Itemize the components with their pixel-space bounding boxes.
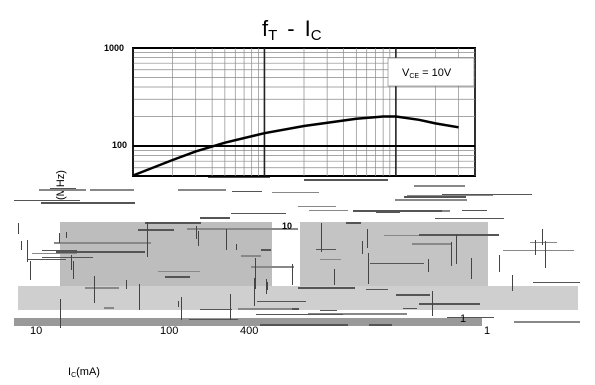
x-tick-label: 10 — [282, 221, 292, 231]
y-tick-label: 1000 — [104, 43, 124, 53]
plot-area — [132, 47, 476, 177]
data-series-line — [132, 115, 459, 177]
chart-title: fT - IC — [262, 16, 322, 44]
x-label-c: C — [71, 372, 76, 379]
title-dash: - — [287, 16, 294, 41]
legend-box — [387, 57, 475, 87]
glitch-region — [14, 177, 580, 328]
legend: VCE = 10V — [387, 57, 475, 87]
x-tick-label: 10 — [30, 325, 42, 337]
title-i: I — [305, 16, 311, 41]
x-tick-label: 100 — [160, 325, 178, 337]
x-tick-label: 1 — [484, 325, 490, 337]
x-label-unit: (mA) — [76, 366, 100, 378]
y-axis-label: (MHz) — [55, 170, 67, 200]
x-label-i: I — [68, 366, 71, 378]
x-axis-label: IC(mA) — [68, 366, 100, 379]
title-f: f — [262, 16, 269, 41]
legend-rest: = 10V — [419, 67, 452, 79]
legend-label: VCE = 10V — [402, 67, 452, 80]
x-tick-label: 1 — [460, 313, 466, 325]
legend-v: V — [402, 67, 410, 79]
x-tick-label: 400 — [240, 325, 258, 337]
title-sub-c: C — [311, 27, 322, 44]
legend-ce: CE — [409, 73, 419, 80]
y-tick-label: 100 — [112, 140, 127, 150]
title-sub-t: T — [268, 27, 277, 44]
